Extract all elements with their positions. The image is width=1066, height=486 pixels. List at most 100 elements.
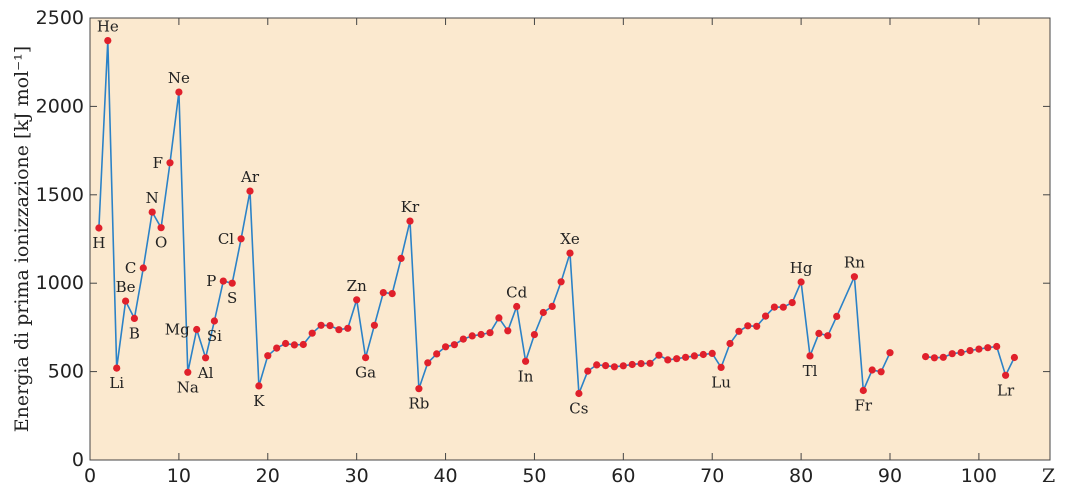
data-point-z31 [362, 354, 370, 362]
data-point-z20 [264, 352, 272, 360]
data-point-z98 [957, 348, 965, 357]
data-point-z8 [157, 224, 165, 232]
data-point-z72 [726, 339, 734, 348]
data-point-z75 [753, 322, 761, 330]
x-tick-label: 70 [700, 465, 724, 486]
data-point-z57 [593, 361, 601, 369]
data-point-z19 [255, 382, 263, 390]
data-point-z3 [113, 364, 121, 372]
data-point-z77 [770, 303, 779, 311]
element-label-lr: Lr [997, 381, 1015, 399]
data-point-z15 [219, 277, 227, 285]
element-label-c: C [125, 259, 136, 277]
data-point-z47 [504, 327, 512, 335]
data-point-z89 [877, 368, 885, 376]
data-point-z49 [522, 357, 530, 365]
data-point-z26 [317, 321, 325, 329]
element-label-cd: Cd [506, 284, 527, 302]
data-point-z35 [397, 254, 405, 262]
element-label-hg: Hg [790, 259, 813, 277]
element-label-he: He [97, 18, 119, 36]
x-tick-label: 60 [611, 465, 635, 486]
element-label-xe: Xe [560, 230, 580, 248]
data-point-z40 [442, 343, 450, 351]
data-point-z38 [424, 359, 432, 367]
data-point-z69 [699, 350, 707, 359]
element-label-n: N [146, 189, 159, 207]
element-label-cs: Cs [569, 400, 588, 418]
element-label-ar: Ar [240, 168, 260, 186]
data-point-z88 [868, 366, 876, 374]
data-point-z97 [948, 350, 956, 358]
y-tick-label: 0 [72, 449, 84, 471]
element-label-lu: Lu [711, 373, 731, 391]
element-label-na: Na [177, 378, 199, 396]
y-axis-title: Energia di prima ionizzazione [kJ mol⁻¹] [11, 46, 33, 432]
data-point-z71 [717, 363, 725, 371]
element-label-si: Si [207, 327, 222, 345]
element-label-mg: Mg [165, 321, 190, 339]
y-axis: 0 500 1000 1500 2000 2500 [36, 7, 1050, 471]
data-point-z10 [175, 88, 183, 96]
element-labels: H He Li Be B C N O F Ne Na Mg Al Si PS Cl Ar K Zn Ga Kr Rb Cd I… [92, 18, 1015, 418]
data-point-z78 [779, 303, 787, 311]
element-label-kr: Kr [401, 198, 420, 216]
data-point-z68 [690, 352, 699, 360]
y-tick-label: 1000 [36, 272, 84, 294]
x-tick-label: 30 [345, 465, 369, 486]
element-label-zn: Zn [347, 277, 367, 295]
element-label-tl: Tl [803, 362, 818, 380]
data-point-z81 [806, 352, 814, 360]
data-point-z60 [619, 362, 627, 370]
data-point-z96 [939, 353, 947, 361]
data-point-z102 [993, 342, 1001, 351]
element-label-f: F [153, 154, 163, 172]
data-point-z100 [975, 345, 983, 353]
x-tick-label: 20 [256, 465, 280, 486]
data-point-z99 [966, 347, 974, 355]
data-point-z18 [246, 187, 254, 195]
element-label-rn: Rn [844, 254, 865, 272]
data-point-z66 [673, 355, 681, 363]
data-point-z37 [415, 385, 423, 393]
element-label-b: B [129, 324, 140, 342]
data-point-z5 [130, 314, 138, 322]
data-point-z7 [148, 208, 156, 216]
data-point-z82 [815, 329, 823, 337]
data-point-z103 [1002, 371, 1010, 379]
data-point-z52 [548, 302, 556, 310]
element-label-fr: Fr [855, 397, 873, 415]
data-point-z95 [930, 354, 939, 362]
data-point-z70 [708, 349, 716, 357]
data-point-z1 [95, 224, 103, 232]
element-label-cl: Cl [218, 230, 234, 248]
data-point-z13 [202, 354, 210, 362]
x-tick-label: 40 [433, 465, 457, 486]
data-point-z34 [388, 290, 396, 298]
data-point-z39 [433, 350, 441, 358]
data-point-z73 [735, 327, 743, 335]
x-tick-label: 80 [789, 465, 813, 486]
element-label-ga: Ga [355, 364, 376, 382]
data-point-z79 [788, 299, 796, 307]
data-point-z58 [602, 362, 610, 370]
y-tick-label: 2500 [36, 7, 84, 29]
data-point-z64 [655, 351, 663, 359]
data-point-z45 [486, 329, 494, 337]
data-point-z50 [530, 331, 539, 339]
data-point-z74 [744, 322, 752, 330]
data-point-z76 [762, 312, 770, 320]
data-point-z48 [513, 302, 521, 311]
data-point-z59 [610, 363, 619, 371]
data-points [95, 37, 1019, 398]
data-point-z32 [370, 321, 378, 329]
element-label-k: K [253, 392, 265, 410]
data-point-z6 [139, 264, 147, 272]
data-point-z12 [193, 325, 201, 334]
data-point-z62 [637, 360, 645, 368]
data-point-z65 [664, 356, 672, 364]
y-tick-label: 1500 [36, 184, 84, 206]
y-tick-label: 500 [48, 361, 84, 383]
data-point-z24 [299, 340, 307, 349]
